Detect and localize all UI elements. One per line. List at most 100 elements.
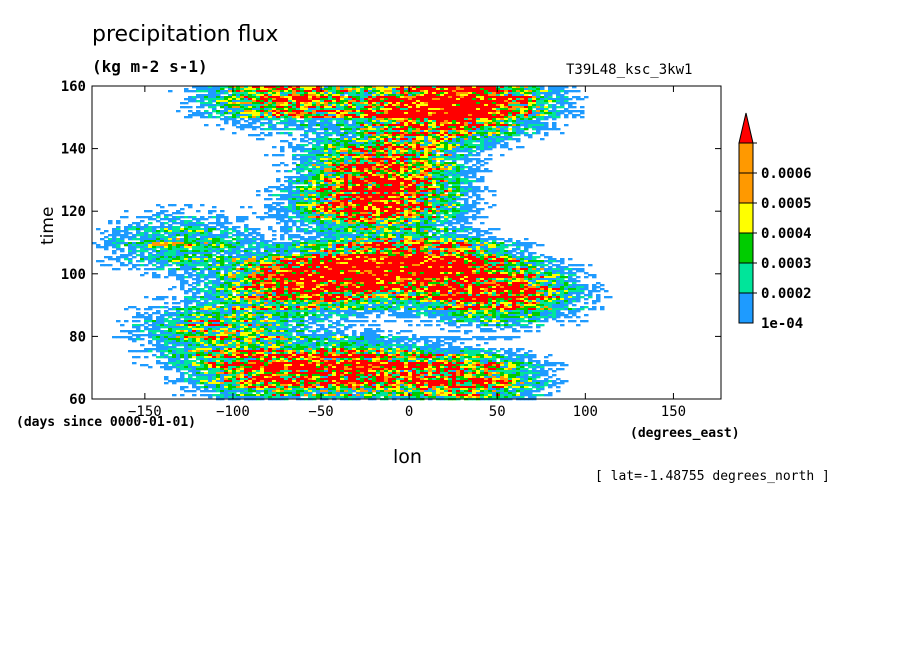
heatmap-cell <box>468 140 473 143</box>
heatmap-cell <box>392 112 397 115</box>
heatmap-cell <box>380 228 385 231</box>
heatmap-cell <box>372 160 377 163</box>
heatmap-cell <box>432 144 437 147</box>
heatmap-cell <box>332 166 337 169</box>
heatmap-cell <box>540 102 545 105</box>
heatmap-cell <box>388 120 393 123</box>
heatmap-cell <box>372 180 377 183</box>
heatmap-cell <box>404 126 409 129</box>
heatmap-cell <box>392 90 397 93</box>
heatmap-cell <box>316 218 321 221</box>
heatmap-cell <box>372 188 377 191</box>
heatmap-cell <box>432 208 437 211</box>
heatmap-cell <box>220 224 225 227</box>
heatmap-cell <box>576 90 581 93</box>
heatmap-cell <box>284 132 289 135</box>
heatmap-cell <box>388 200 393 203</box>
heatmap-cell <box>580 112 585 115</box>
heatmap-cell <box>364 230 369 233</box>
heatmap-cell <box>352 230 357 233</box>
heatmap-cell <box>528 120 533 123</box>
heatmap-cell <box>256 92 261 95</box>
heatmap-cell <box>284 108 289 111</box>
heatmap-cell <box>424 148 429 151</box>
heatmap-cell <box>412 150 417 153</box>
heatmap-cell <box>484 144 489 147</box>
heatmap-cell <box>292 200 297 203</box>
heatmap-cell <box>316 90 321 93</box>
heatmap-cell <box>428 182 433 185</box>
heatmap-cell <box>432 122 437 125</box>
heatmap-cell <box>280 92 285 95</box>
heatmap-cell <box>232 120 237 123</box>
heatmap-cell <box>248 114 253 117</box>
heatmap-cell <box>200 106 205 109</box>
heatmap-cell <box>332 108 337 111</box>
heatmap-cell <box>388 98 393 101</box>
heatmap-cell <box>200 112 205 115</box>
heatmap-cell <box>420 126 425 129</box>
heatmap-cell <box>516 100 521 103</box>
heatmap-cell <box>328 158 333 161</box>
heatmap-cell <box>276 106 281 109</box>
heatmap-cell <box>392 214 397 217</box>
heatmap-cell <box>348 174 353 177</box>
heatmap-cell <box>300 92 305 95</box>
heatmap-cell <box>376 172 381 175</box>
heatmap-cell <box>308 100 313 103</box>
heatmap-cell <box>188 98 193 101</box>
heatmap-cell <box>460 178 465 181</box>
heatmap-cell <box>260 234 265 237</box>
heatmap-cell <box>360 200 365 203</box>
heatmap-cell <box>444 100 449 103</box>
heatmap-cell <box>360 188 365 191</box>
heatmap-cell <box>492 112 497 115</box>
heatmap-cell <box>444 142 449 145</box>
heatmap-cell <box>224 104 229 107</box>
heatmap-cell <box>280 220 285 223</box>
heatmap-cell <box>484 170 489 173</box>
heatmap-cell <box>356 222 361 225</box>
heatmap-cell <box>372 152 377 155</box>
heatmap-cell <box>396 208 401 211</box>
heatmap-cell <box>448 186 453 189</box>
heatmap-cell <box>364 104 369 107</box>
heatmap-cell <box>456 92 461 95</box>
heatmap-cell <box>260 88 265 91</box>
heatmap-cell <box>392 110 397 113</box>
heatmap-cell <box>260 86 265 89</box>
heatmap-cell <box>432 108 437 111</box>
heatmap-cell <box>356 182 361 185</box>
heatmap-cell <box>192 100 197 103</box>
heatmap-cell <box>344 184 349 187</box>
heatmap-cell <box>496 114 501 117</box>
heatmap-cell <box>432 116 437 119</box>
heatmap-cell <box>204 112 209 115</box>
heatmap-cell <box>256 216 261 219</box>
heatmap-cell <box>128 224 133 227</box>
heatmap-cell <box>312 128 317 131</box>
heatmap-cell <box>236 106 241 109</box>
heatmap-cell <box>316 188 321 191</box>
heatmap-cell <box>332 196 337 199</box>
heatmap-cell <box>160 206 165 209</box>
heatmap-cell <box>460 110 465 113</box>
heatmap-cell <box>388 236 393 239</box>
heatmap-cell <box>436 134 441 137</box>
heatmap-cell <box>292 102 297 105</box>
heatmap-cell <box>388 106 393 109</box>
heatmap-cell <box>352 206 357 209</box>
heatmap-cell <box>388 220 393 223</box>
heatmap-cell <box>304 208 309 211</box>
heatmap-cell <box>524 96 529 99</box>
heatmap-cell <box>388 234 393 237</box>
heatmap-cell <box>404 120 409 123</box>
heatmap-cell <box>448 114 453 117</box>
heatmap-cell <box>164 216 169 219</box>
heatmap-cell <box>460 122 465 125</box>
heatmap-cell <box>220 240 225 243</box>
heatmap-cell <box>296 176 301 179</box>
heatmap-cell <box>280 214 285 217</box>
heatmap-cell <box>432 232 437 235</box>
heatmap-cell <box>544 124 549 127</box>
